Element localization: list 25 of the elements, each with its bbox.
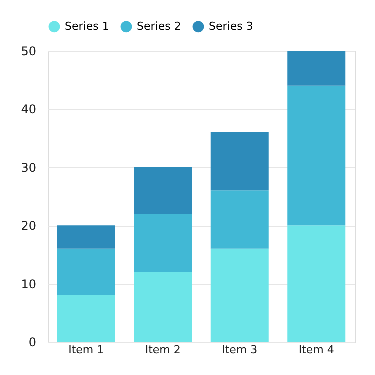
x-tick-label: Item 1 (68, 344, 104, 356)
bar (210, 132, 269, 191)
legend-label: Series 3 (209, 20, 254, 33)
bar (57, 248, 116, 296)
y-tick-label: 0 (28, 336, 36, 350)
y-tick-label: 10 (21, 277, 36, 292)
bar (134, 167, 192, 214)
bar (288, 86, 346, 226)
x-tick-label: Item 3 (222, 344, 258, 356)
bar (57, 295, 116, 342)
bar (57, 226, 116, 249)
bar (210, 248, 269, 342)
legend-label: Series 1 (65, 20, 110, 33)
legend-label: Series 2 (137, 20, 182, 33)
y-tick-label: 50 (21, 44, 36, 58)
bar (134, 214, 192, 272)
x-tick-label: Item 2 (145, 344, 181, 356)
bar (210, 190, 269, 249)
y-tick-label: 20 (21, 219, 36, 234)
bar (134, 272, 192, 342)
y-tick-label: 30 (21, 160, 36, 175)
x-tick-label: Item 4 (298, 344, 334, 356)
y-tick-label: 40 (21, 102, 36, 117)
bar (288, 51, 346, 86)
bar (288, 226, 346, 342)
